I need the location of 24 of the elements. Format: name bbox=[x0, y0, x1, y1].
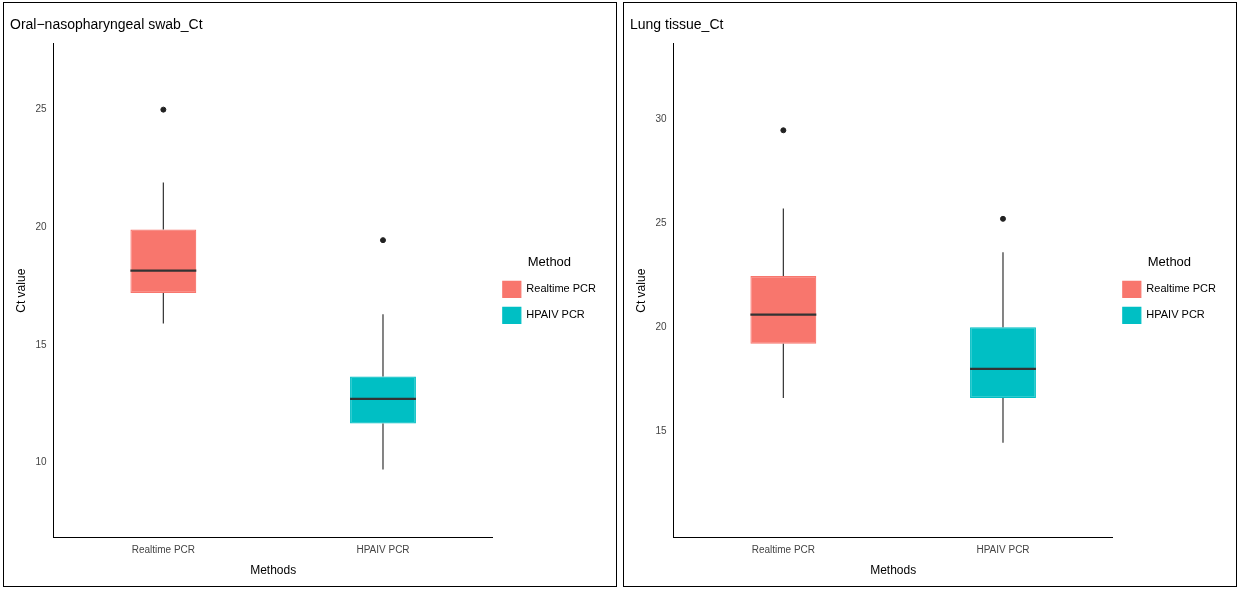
x-tick-label: HPAIV PCR bbox=[976, 544, 1030, 556]
y-tick-label: 20 bbox=[35, 220, 47, 232]
y-axis-title: Ct value bbox=[13, 268, 28, 313]
y-tick-label: 25 bbox=[655, 216, 667, 228]
y-tick-label: 30 bbox=[655, 112, 667, 124]
y-axis-title: Ct value bbox=[633, 268, 648, 313]
x-tick-label: Realtime PCR bbox=[131, 544, 196, 556]
y-tick-label: 25 bbox=[35, 103, 47, 115]
y-tick-label: 15 bbox=[655, 425, 667, 437]
x-axis-title: Methods bbox=[870, 563, 917, 578]
y-tick-label: 10 bbox=[35, 456, 47, 468]
chart-title: Lung tissue_Ct bbox=[630, 16, 724, 33]
y-tick-label: 15 bbox=[35, 338, 47, 350]
legend-label: Realtime PCR bbox=[1146, 282, 1217, 295]
x-tick-label: Realtime PCR bbox=[751, 544, 816, 556]
chart-title: Oral−nasopharyngeal swab_Ct bbox=[10, 16, 203, 33]
legend-title: Method bbox=[527, 253, 572, 269]
y-tick-label: 20 bbox=[655, 320, 667, 332]
legend-label: HPAIV PCR bbox=[1146, 308, 1205, 321]
x-axis-title: Methods bbox=[250, 563, 297, 578]
legend-label: Realtime PCR bbox=[526, 282, 597, 295]
x-tick-label: HPAIV PCR bbox=[356, 544, 410, 556]
legend-label: HPAIV PCR bbox=[526, 308, 585, 321]
legend-title: Method bbox=[1147, 253, 1192, 269]
